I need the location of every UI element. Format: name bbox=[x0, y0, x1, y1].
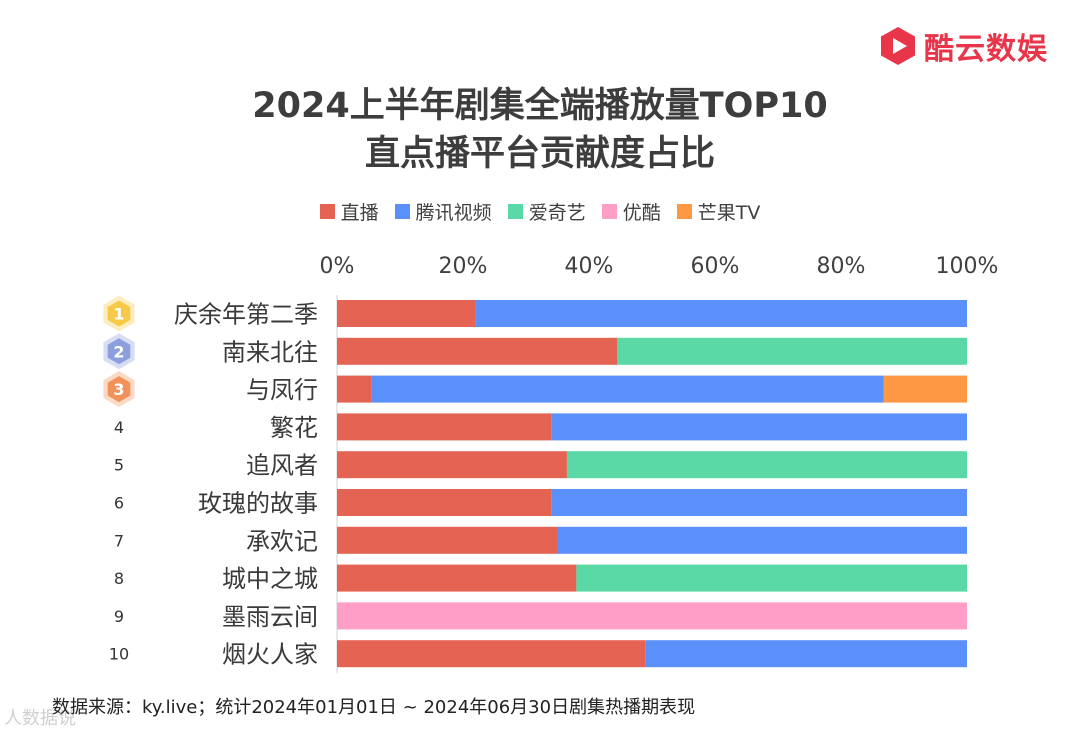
bar-segment bbox=[337, 300, 476, 327]
legend-item: 腾讯视频 bbox=[394, 198, 492, 225]
rank-number: 8 bbox=[114, 569, 124, 588]
chart-legend: 直播 腾讯视频 爱奇艺 优酷 芒果TV bbox=[0, 198, 1080, 225]
category-label: 墨雨云间 bbox=[222, 603, 318, 631]
x-tick-label: 100% bbox=[936, 254, 999, 279]
brand-logo: 酷云数娱 bbox=[878, 26, 1048, 67]
category-label: 与凤行 bbox=[246, 376, 318, 404]
category-label: 繁花 bbox=[270, 414, 318, 442]
bar-segment bbox=[576, 564, 967, 592]
rank-number: 7 bbox=[114, 531, 124, 550]
bar-segment bbox=[883, 375, 967, 403]
rank-medal-icon bbox=[107, 376, 131, 403]
bar-segment bbox=[551, 413, 967, 441]
legend-item: 直播 bbox=[319, 198, 379, 225]
rank-number: 2 bbox=[113, 342, 124, 361]
bar-segment bbox=[337, 526, 558, 554]
bar-segment bbox=[551, 489, 967, 516]
bar-segment bbox=[645, 640, 967, 668]
bar-segment bbox=[337, 413, 552, 441]
bar-segment bbox=[337, 375, 372, 403]
rank-number: 6 bbox=[114, 494, 124, 513]
brand-name: 酷云数娱 bbox=[924, 32, 1048, 67]
category-label: 庆余年第二季 bbox=[174, 301, 318, 329]
legend-swatch bbox=[507, 204, 523, 219]
rank-number: 10 bbox=[109, 645, 129, 664]
rank-number: 9 bbox=[114, 607, 124, 626]
bar-segment bbox=[566, 451, 967, 479]
rank-number: 5 bbox=[114, 456, 124, 475]
legend-swatch bbox=[394, 204, 410, 219]
rank-medal-icon bbox=[107, 338, 131, 365]
bar-segment bbox=[475, 300, 967, 327]
bar-segment bbox=[337, 337, 618, 365]
bar-segment bbox=[337, 602, 967, 630]
bar-segment bbox=[371, 375, 884, 403]
bar-segment bbox=[557, 526, 967, 554]
legend-swatch bbox=[319, 204, 335, 219]
legend-item: 优酷 bbox=[601, 198, 661, 225]
bar-segment bbox=[337, 640, 646, 668]
legend-item: 爱奇艺 bbox=[507, 198, 586, 225]
rank-number: 1 bbox=[113, 305, 124, 324]
legend-label: 芒果TV bbox=[697, 202, 761, 224]
rank-number: 3 bbox=[113, 380, 124, 399]
legend-label: 直播 bbox=[340, 202, 379, 224]
x-tick-label: 40% bbox=[565, 254, 614, 279]
bar-segment bbox=[337, 564, 577, 592]
chart-title-line-1: 2024上半年剧集全端播放量TOP10 bbox=[252, 86, 828, 126]
x-tick-label: 0% bbox=[320, 254, 355, 279]
legend-label: 爱奇艺 bbox=[528, 202, 586, 224]
play-logo-icon bbox=[881, 27, 915, 65]
legend-label: 腾讯视频 bbox=[415, 202, 492, 224]
category-label: 城中之城 bbox=[222, 565, 318, 593]
rank-number: 4 bbox=[114, 418, 124, 437]
chart-title: 2024上半年剧集全端播放量TOP10 直点播平台贡献度占比 bbox=[0, 82, 1080, 178]
bar-segment bbox=[337, 451, 567, 479]
category-label: 承欢记 bbox=[246, 527, 318, 555]
category-label: 玫瑰的故事 bbox=[198, 490, 318, 518]
data-source-footer: 数据来源：ky.live；统计2024年01月01日 ~ 2024年06月30日… bbox=[52, 697, 696, 718]
legend-item: 芒果TV bbox=[676, 198, 761, 225]
bar-segment bbox=[617, 337, 967, 365]
category-label: 南来北往 bbox=[222, 338, 318, 366]
category-label: 追风者 bbox=[246, 452, 318, 480]
legend-swatch bbox=[601, 204, 617, 219]
x-tick-label: 80% bbox=[817, 254, 866, 279]
legend-label: 优酷 bbox=[622, 202, 661, 224]
watermark: 人数据说 bbox=[4, 708, 76, 729]
x-tick-label: 60% bbox=[691, 254, 740, 279]
x-tick-label: 20% bbox=[439, 254, 488, 279]
chart-title-line-2: 直点播平台贡献度占比 bbox=[364, 134, 715, 174]
rank-medal-icon bbox=[107, 300, 131, 327]
legend-swatch bbox=[676, 204, 692, 219]
category-label: 烟火人家 bbox=[222, 641, 318, 669]
bar-segment bbox=[337, 489, 552, 516]
